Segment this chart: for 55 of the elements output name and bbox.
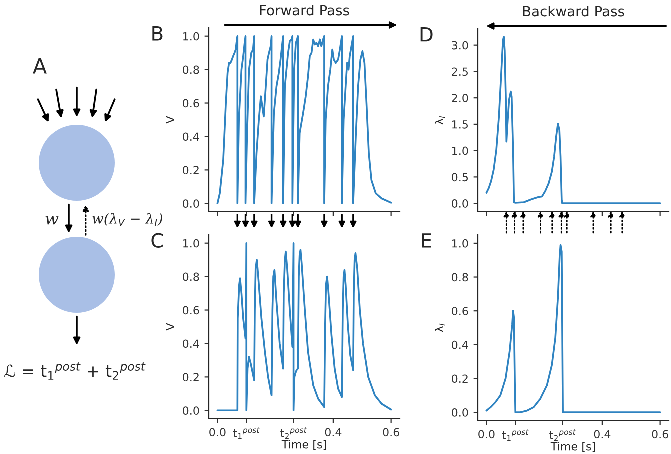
y-tick-label: 1.0 (452, 239, 468, 248)
y-tick-label: 1.5 (452, 120, 468, 129)
y-tick-label: 0.8 (183, 66, 200, 74)
y-tick-label: 0.8 (452, 273, 468, 282)
text: B (152, 26, 163, 41)
y-axis-title: λ$_{I}$ (434, 116, 446, 125)
y-tick-label: 2.0 (452, 94, 468, 102)
y-tick-label: 0.8 (183, 272, 200, 282)
text: t$_{1}$$^{post}$ (233, 428, 260, 440)
y-axis-title: V (166, 323, 174, 331)
y-tick-label: 0.0 (452, 408, 468, 417)
y-tick-label: 2.5 (452, 68, 468, 76)
y-tick-label: 0.2 (183, 166, 199, 175)
y-tick-label: 0.2 (183, 373, 199, 382)
x-axis-title: Time [s] (282, 440, 326, 450)
y-tick-label: 0.5 (452, 173, 468, 182)
text: ℒ = t$_{1}$$^{post}$ + t$_{2}$$^{post}$ (4, 362, 146, 380)
y-tick-label: 1.0 (184, 32, 200, 41)
line-series (486, 36, 662, 204)
y-tick-label: 0.4 (183, 132, 200, 142)
x-axis-title: Time [s] (550, 442, 596, 452)
x-tick-label: 0.4 (325, 428, 342, 437)
text: t$_{1}$$^{post}$ (502, 430, 529, 442)
x-tick-label: 0.6 (652, 430, 668, 439)
chart-title: Forward Pass (260, 4, 350, 16)
text: w(λ$_{V}$ − λ$_{I}$) (92, 213, 162, 226)
y-tick-label: 0.6 (183, 306, 200, 315)
y-tick-label: 0.6 (452, 307, 468, 316)
text: D (420, 28, 433, 42)
y-tick-label: 1.0 (184, 239, 200, 248)
text: t$_{2}$$^{post}$ (280, 428, 308, 440)
text: C (152, 233, 164, 248)
x-tick-label: 0.0 (478, 430, 495, 439)
y-tick-label: 1.0 (452, 146, 468, 156)
line-series (216, 35, 392, 205)
text: t$_{2}$$^{post}$ (550, 430, 576, 442)
text: w (46, 216, 59, 225)
text: E (422, 234, 432, 248)
y-tick-label: 0.4 (452, 340, 468, 350)
y-tick-label: 0.4 (183, 340, 200, 348)
y-tick-label: 0.6 (183, 99, 200, 108)
text: A (33, 58, 47, 74)
y-tick-label: 0.2 (452, 374, 468, 384)
x-tick-label: 0.4 (594, 430, 611, 439)
y-tick-label: 0.0 (183, 406, 200, 416)
x-tick-label: 0.6 (383, 428, 400, 437)
y-tick-label: 0.0 (452, 200, 468, 208)
y-axis-title: V (166, 116, 174, 124)
x-tick-label: 0.0 (210, 428, 226, 437)
y-axis-title: λ$_{I}$ (434, 324, 446, 332)
chart-title: Backward Pass (523, 6, 624, 17)
y-tick-label: 3.0 (452, 41, 468, 50)
line-series (216, 242, 392, 412)
y-tick-label: 0.0 (183, 200, 200, 208)
line-series (486, 244, 662, 414)
